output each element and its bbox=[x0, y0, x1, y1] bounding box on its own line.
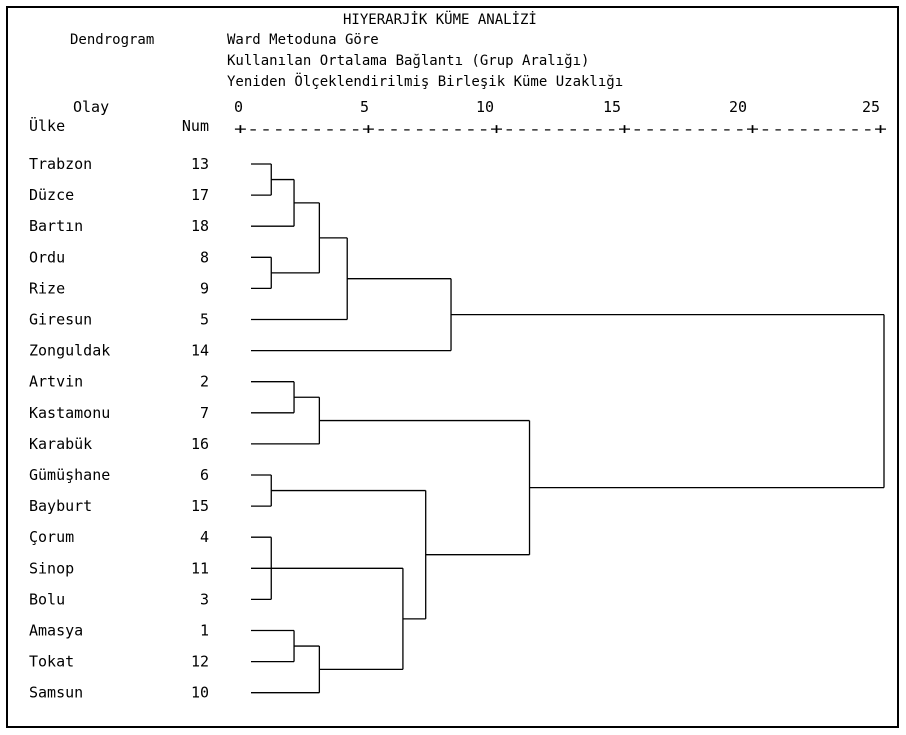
case-label-country: Bartın bbox=[29, 217, 83, 235]
merge-link-16 bbox=[451, 313, 885, 489]
case-label-num: 2 bbox=[200, 373, 209, 391]
axis-tick-15: 15 bbox=[603, 98, 621, 116]
dendrogram-canvas: HIYERARJİK KÜME ANALİZİ Dendrogram Ward … bbox=[29, 10, 887, 702]
merge-link-7 bbox=[251, 381, 295, 414]
case-column-label: Olay bbox=[73, 98, 109, 116]
case-label-country: Zonguldak bbox=[29, 342, 110, 360]
merge-link-2 bbox=[251, 256, 272, 290]
case-label-num: 8 bbox=[200, 248, 209, 266]
merge-link-8 bbox=[251, 396, 321, 445]
case-label-country: Tokat bbox=[29, 653, 74, 671]
merge-link-10 bbox=[251, 536, 272, 601]
case-label-country: Bayburt bbox=[29, 497, 92, 515]
case-label-country: Sinop bbox=[29, 559, 74, 577]
case-label-num: 4 bbox=[200, 528, 209, 546]
merge-link-5 bbox=[251, 237, 348, 321]
dendrogram-label: Dendrogram bbox=[70, 32, 154, 48]
merge-link-6 bbox=[251, 278, 452, 352]
case-label-num: 16 bbox=[191, 435, 209, 453]
merge-link-9 bbox=[251, 474, 272, 507]
case-label-num: 9 bbox=[200, 279, 209, 297]
axis-tick-25: 25 bbox=[862, 98, 880, 116]
case-label-country: Çorum bbox=[29, 528, 74, 546]
case-label-country: Düzce bbox=[29, 186, 74, 204]
case-label-country: Kastamonu bbox=[29, 404, 110, 422]
merge-link-15 bbox=[319, 419, 531, 556]
method-line: Ward Metoduna Göre bbox=[227, 32, 379, 48]
axis-ruler: +---------+---------+---------+---------… bbox=[234, 120, 887, 138]
axis-tick-0: 0 bbox=[234, 98, 243, 116]
axis-tick-20: 20 bbox=[729, 98, 747, 116]
case-label-num: 12 bbox=[191, 653, 209, 671]
linkage-line: Kullanılan Ortalama Bağlantı (Grup Aralı… bbox=[227, 53, 589, 69]
dendrogram-links bbox=[251, 163, 885, 694]
distance-line: Yeniden Ölçeklendirilmiş Birleşik Küme U… bbox=[227, 72, 623, 90]
num-column-label: Num bbox=[182, 117, 209, 135]
chart-title: HIYERARJİK KÜME ANALİZİ bbox=[343, 10, 537, 28]
case-label-num: 13 bbox=[191, 155, 209, 173]
case-label-country: Artvin bbox=[29, 373, 83, 391]
case-label-num: 18 bbox=[191, 217, 209, 235]
case-label-num: 6 bbox=[200, 466, 209, 484]
axis-tick-5: 5 bbox=[360, 98, 369, 116]
case-label-num: 14 bbox=[191, 342, 209, 360]
case-label-country: Giresun bbox=[29, 311, 92, 329]
case-label-num: 7 bbox=[200, 404, 209, 422]
merge-link-11 bbox=[251, 629, 295, 663]
case-label-country: Ordu bbox=[29, 248, 65, 266]
dendrogram-frame: HIYERARJİK KÜME ANALİZİ Dendrogram Ward … bbox=[6, 6, 899, 728]
merge-link-12 bbox=[251, 645, 321, 694]
merge-link-4 bbox=[271, 202, 321, 274]
case-label-num: 10 bbox=[191, 684, 209, 702]
case-label-num: 17 bbox=[191, 186, 209, 204]
case-label-country: Gümüşhane bbox=[29, 466, 110, 484]
case-label-num: 1 bbox=[200, 622, 209, 640]
case-label-country: Samsun bbox=[29, 684, 83, 702]
case-label-num: 11 bbox=[191, 559, 209, 577]
case-label-country: Rize bbox=[29, 279, 65, 297]
case-label-country: Amasya bbox=[29, 622, 83, 640]
case-label-country: Bolu bbox=[29, 590, 65, 608]
country-column-label: Ülke bbox=[29, 116, 65, 135]
merge-link-3 bbox=[251, 178, 295, 227]
case-label-num: 3 bbox=[200, 590, 209, 608]
axis-tick-10: 10 bbox=[476, 98, 494, 116]
merge-link-1 bbox=[251, 163, 272, 196]
merge-link-13 bbox=[271, 567, 404, 671]
case-label-num: 15 bbox=[191, 497, 209, 515]
case-label-country: Karabük bbox=[29, 435, 92, 453]
case-label-num: 5 bbox=[200, 311, 209, 329]
case-label-country: Trabzon bbox=[29, 155, 92, 173]
